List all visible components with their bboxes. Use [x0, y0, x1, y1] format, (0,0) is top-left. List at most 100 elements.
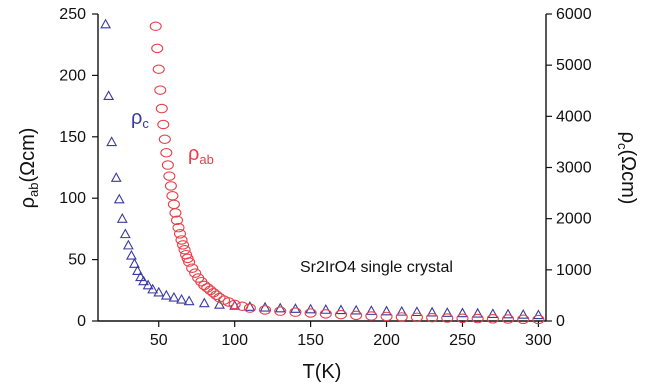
rho-ab-point [183, 257, 196, 267]
x-tick-label: 100 [221, 332, 248, 349]
rho-ab-point [198, 280, 211, 291]
x-tick-label: 150 [297, 332, 324, 349]
series-rho-ab [149, 21, 545, 325]
rho-ab-point [201, 283, 214, 293]
y-right-tick-label: 6000 [556, 6, 592, 23]
rho-c-point [160, 289, 172, 300]
rho-c-point [176, 293, 187, 304]
rho-ab-point [186, 263, 199, 273]
rho-ab-point [259, 305, 272, 315]
rho-c-point [350, 304, 362, 315]
rho-c-point [335, 304, 347, 315]
rho-ab-point [151, 43, 164, 54]
rho-c-point [122, 239, 134, 250]
rho-c-point [426, 306, 438, 317]
rho-c-point [103, 90, 115, 101]
y-right-title-main: ρ [617, 132, 639, 143]
rho-c-point [138, 275, 149, 286]
rho-ab-point [243, 303, 256, 313]
y-right-tick-label: 1000 [556, 262, 592, 279]
rho-ab-point [173, 229, 187, 239]
rho-c-point [153, 286, 165, 297]
rho-ab-point [274, 306, 287, 316]
rho-ab-point [170, 215, 184, 226]
rho-c-point [113, 193, 125, 204]
rho-ab-point [169, 208, 182, 218]
rho-ab-point [164, 181, 177, 191]
rho-c-point [457, 307, 468, 318]
rho-c-point [116, 213, 128, 223]
rho-c-point [487, 308, 499, 318]
rho-ab-point [154, 85, 167, 95]
y-right-tick-label: 2000 [556, 211, 592, 228]
rho-c-point [441, 307, 453, 317]
x-axis-title: T(K) [303, 361, 342, 383]
y-right-tick-label: 3000 [556, 160, 592, 177]
rho-ab-point [304, 308, 317, 318]
rho-ab-point [222, 297, 235, 307]
rho-c-point [129, 258, 140, 268]
sample-annotation: Sr2IrO4 single crystal [300, 259, 453, 276]
rho-ab-point [334, 309, 348, 320]
y-left-tick-label: 50 [68, 252, 86, 269]
series-label-rho-c-sub: c [142, 116, 149, 131]
x-ticks: 50 100 150 200 250 300 [150, 321, 552, 349]
y-axis-left-title: ρab(Ωcm) [17, 128, 41, 209]
series-label-rho-ab-main: ρ [188, 143, 199, 165]
rho-ab-point [210, 290, 223, 300]
rho-c-point [119, 228, 131, 239]
rho-ab-point [160, 148, 173, 158]
rho-c-point [125, 249, 137, 260]
rho-c-point [147, 283, 159, 294]
rho-c-point [365, 305, 377, 315]
rho-ab-point [172, 222, 185, 233]
y-left-title-unit: (Ωcm) [17, 128, 39, 183]
y-right-title-unit: (Ωcm) [617, 149, 639, 204]
y-left-tick-label: 0 [77, 313, 86, 330]
rho-c-point [472, 307, 484, 318]
y-right-title-sub: c [615, 143, 630, 150]
rho-ab-point [532, 314, 545, 325]
y-right-tick-label: 5000 [556, 57, 592, 74]
rho-c-point [100, 18, 112, 29]
y-right-tick-label: 4000 [556, 108, 592, 125]
rho-c-point [259, 301, 271, 312]
y-left-tick-label: 150 [59, 129, 86, 146]
rho-ab-point [236, 301, 249, 312]
rho-c-point [183, 295, 195, 306]
y-right-ticks: 0 1000 2000 3000 4000 5000 6000 [546, 6, 592, 330]
rho-c-point [396, 305, 408, 316]
rho-c-point [132, 265, 143, 276]
rho-ab-point [167, 199, 180, 210]
rho-ab-point [163, 171, 176, 181]
rho-ab-point [228, 299, 241, 310]
rho-ab-point [501, 314, 515, 324]
rho-ab-point [410, 312, 423, 323]
y-left-tick-label: 200 [59, 67, 86, 84]
rho-c-point [502, 308, 514, 319]
y-left-title-sub: ab [26, 183, 41, 197]
rho-ab-point [155, 103, 168, 114]
rho-c-point [142, 279, 154, 290]
rho-ab-point [350, 310, 363, 321]
x-tick-label: 50 [150, 332, 168, 349]
rho-ab-point [152, 64, 165, 75]
rho-ab-point [319, 309, 332, 319]
rho-ab-point [181, 253, 194, 264]
rho-ab-point [176, 240, 190, 250]
x-tick-label: 250 [449, 332, 476, 349]
rho-ab-point [161, 160, 174, 170]
rho-c-point [198, 297, 210, 308]
rho-ab-point [426, 312, 439, 323]
rho-c-point [517, 308, 529, 319]
y-right-tick-label: 0 [556, 313, 565, 330]
rho-c-point [168, 291, 180, 302]
series-label-rho-ab: ρab [188, 143, 214, 167]
rho-c-point [110, 172, 122, 182]
rho-ab-point [517, 314, 530, 325]
rho-c-point [106, 136, 118, 147]
y-left-tick-label: 250 [59, 6, 86, 23]
y-left-tick-label: 100 [59, 190, 86, 207]
rho-c-point [381, 305, 392, 316]
